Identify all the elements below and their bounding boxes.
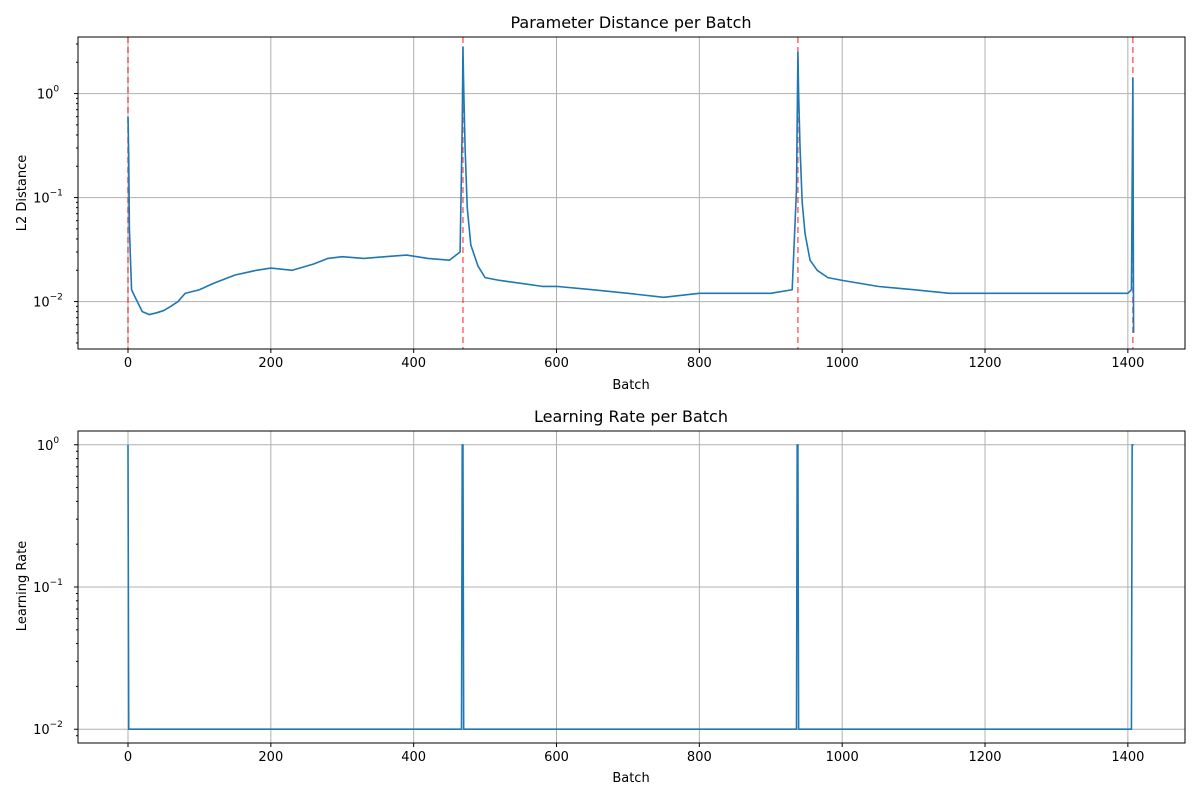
parameter-distance-x-tick-label: 1400 (1111, 356, 1144, 371)
parameter-distance-x-tick-label: 1200 (968, 356, 1001, 371)
parameter-distance-series-line (127, 46, 1135, 333)
learning-rate-xlabel: Batch (612, 771, 649, 786)
parameter-distance-grid (78, 37, 1185, 349)
learning-rate-x-tick-label: 200 (258, 750, 283, 765)
learning-rate-frame (77, 430, 1186, 744)
parameter-distance-x-tick-label: 400 (401, 356, 426, 371)
parameter-distance-y-tick-label: 10−2 (33, 293, 63, 311)
learning-rate-series-line (127, 443, 1134, 731)
learning-rate-y-tick-label: 100 (37, 436, 60, 454)
parameter-distance-x-tick-label: 1000 (826, 356, 859, 371)
learning-rate-x-tick-label: 1400 (1111, 750, 1144, 765)
learning-rate-y-tick-label: 10−2 (33, 720, 63, 738)
learning-rate-plot: Learning Rate per Batch Batch Learning R… (15, 407, 1186, 786)
parameter-distance-title: Parameter Distance per Batch (510, 13, 751, 32)
parameter-distance-x-tick-label: 600 (544, 356, 569, 371)
learning-rate-grid (78, 431, 1185, 743)
parameter-distance-x-tick-label: 800 (687, 356, 712, 371)
parameter-distance-series-layer (127, 46, 1135, 333)
parameter-distance-plot: Parameter Distance per Batch Batch L2 Di… (15, 13, 1186, 393)
parameter-distance-ylabel: L2 Distance (15, 155, 30, 232)
parameter-distance-xlabel: Batch (612, 378, 649, 393)
learning-rate-x-tick-label: 0 (124, 750, 132, 765)
learning-rate-title: Learning Rate per Batch (534, 407, 728, 426)
learning-rate-x-tick-label: 1000 (826, 750, 859, 765)
parameter-distance-ticks: 0 200 400 600 800 1000 1200 1400 10−2 10−1 100 (33, 43, 1144, 371)
parameter-distance-x-tick-label: 200 (258, 356, 283, 371)
learning-rate-y-tick-label: 10−1 (33, 578, 63, 596)
learning-rate-x-tick-label: 400 (401, 750, 426, 765)
learning-rate-x-tick-label: 1200 (968, 750, 1001, 765)
parameter-distance-epoch-markers (127, 37, 1134, 349)
parameter-distance-y-tick-label: 10−1 (33, 189, 63, 207)
learning-rate-x-tick-label: 800 (687, 750, 712, 765)
learning-rate-x-tick-label: 600 (544, 750, 569, 765)
parameter-distance-frame (77, 36, 1186, 350)
learning-rate-ylabel: Learning Rate (15, 541, 30, 631)
parameter-distance-y-tick-label: 100 (37, 85, 60, 103)
learning-rate-series-layer (127, 443, 1134, 731)
learning-rate-ticks: 0 200 400 600 800 1000 1200 1400 10−2 10−1 100 (33, 436, 1144, 765)
parameter-distance-x-tick-label: 0 (124, 356, 132, 371)
